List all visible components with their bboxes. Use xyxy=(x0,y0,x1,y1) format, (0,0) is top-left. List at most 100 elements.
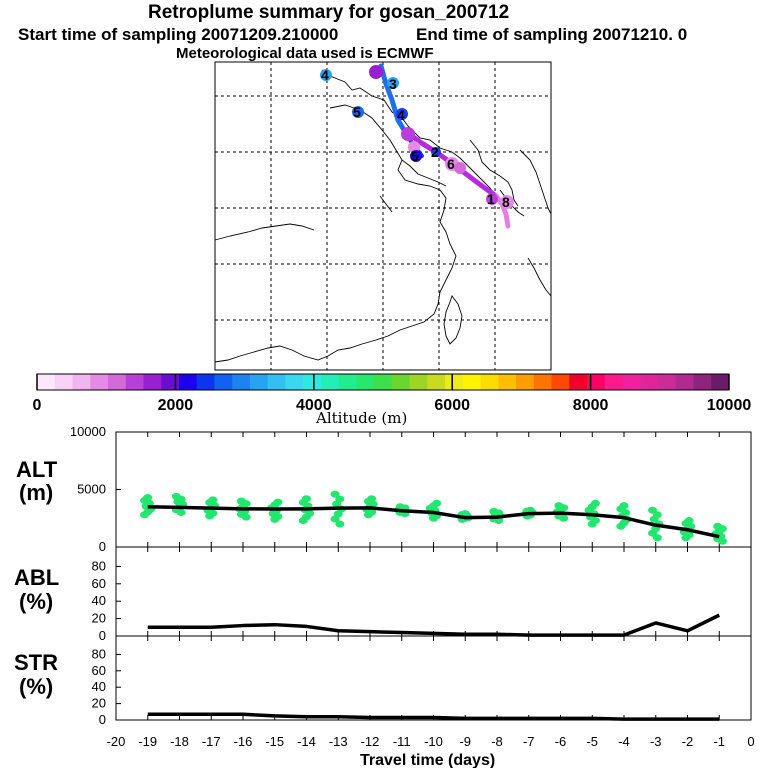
colorbar-cell xyxy=(267,374,286,390)
alt-scatter-point xyxy=(590,499,600,507)
colorbar-label: Altitude (m) xyxy=(315,409,407,427)
x-tick-label: -11 xyxy=(393,734,411,749)
abl-panel-unit: (%) xyxy=(19,589,53,614)
colorbar-cell xyxy=(587,374,606,390)
x-tick-label: -7 xyxy=(523,734,535,749)
colorbar-cell xyxy=(374,374,393,390)
colorbar-cell xyxy=(498,374,517,390)
y-tick-label: 60 xyxy=(92,576,106,591)
alt-scatter-point xyxy=(273,498,283,506)
marker-label: 2 xyxy=(431,144,439,160)
colorbar-cell xyxy=(214,374,233,390)
time-series-panels: -20 -19 -18 -17 -16 -15 -14 -13 -12 -11 -10 -9 -8 -7-… xyxy=(70,424,755,749)
marker-label: 8 xyxy=(502,194,510,210)
map-gridlines xyxy=(215,62,551,370)
marker-point xyxy=(387,77,399,89)
colorbar-cell xyxy=(37,374,56,390)
marker-point xyxy=(369,65,383,79)
chart-title: Retroplume summary for gosan_200712 xyxy=(148,2,510,23)
marker-label: 1 xyxy=(487,191,495,207)
colorbar-cell xyxy=(445,374,464,390)
colorbar-tick-label: 4000 xyxy=(296,397,332,414)
marker-point xyxy=(410,150,422,162)
x-tick-label: -18 xyxy=(170,734,189,749)
colorbar-cell xyxy=(427,374,446,390)
marker-label: 5 xyxy=(411,148,419,164)
x-tick-label: -19 xyxy=(138,734,157,749)
marker-label: 5 xyxy=(353,104,361,120)
marker-point xyxy=(431,147,441,157)
y-tick-label: 10000 xyxy=(70,424,106,439)
marker-point xyxy=(352,106,364,118)
alt-scatter-point xyxy=(335,495,345,503)
x-tick-label: -4 xyxy=(618,734,630,749)
colorbar-cell xyxy=(143,374,162,390)
x-tick-label: -12 xyxy=(361,734,380,749)
marker-point xyxy=(408,141,420,153)
met-data-text: Meteorological data used is ECMWF xyxy=(176,45,434,62)
marker-point xyxy=(454,162,466,174)
alt-scatter-point xyxy=(619,502,629,510)
colorbar-cell xyxy=(125,374,144,390)
marker-point xyxy=(401,127,415,141)
marker-label: 4 xyxy=(397,107,405,123)
alt-panel-unit: (m) xyxy=(19,480,53,505)
colorbar-cell xyxy=(693,374,712,390)
str-panel-label: STR xyxy=(14,650,58,675)
x-tick-label: -2 xyxy=(682,734,694,749)
marker-point xyxy=(500,195,514,209)
trajectory-segment-blue xyxy=(378,63,407,133)
str-panel-unit: (%) xyxy=(19,674,53,699)
y-tick-label: 5000 xyxy=(77,482,106,497)
colorbar-tick-label: 8000 xyxy=(573,397,609,414)
marker-point xyxy=(396,108,408,120)
alt-scatter-point xyxy=(554,502,564,510)
x-axis-title: Travel time (days) xyxy=(360,752,495,768)
marker-point xyxy=(486,193,498,205)
abl-panel-label: ABL xyxy=(14,565,59,590)
x-tick-label: -10 xyxy=(424,734,443,749)
y-tick-label: 80 xyxy=(92,558,106,573)
y-tick-label: 40 xyxy=(92,679,106,694)
series-line xyxy=(147,712,720,721)
trajectory-map: 4 5 3 4 5 2 6 1 8 xyxy=(214,61,552,371)
colorbar-cell xyxy=(249,374,269,390)
colorbar-cell xyxy=(232,374,251,390)
alt-scatter-point xyxy=(208,496,218,504)
alt-panel-label: ALT xyxy=(16,457,58,482)
colorbar-cell xyxy=(480,374,499,390)
alt-scatter-point xyxy=(489,507,499,515)
colorbar-cell xyxy=(285,374,304,390)
alt-scatter-point xyxy=(684,517,694,525)
marker-label: 3 xyxy=(389,76,397,92)
y-tick-label: 0 xyxy=(99,712,106,727)
colorbar-tick-label: 0 xyxy=(33,397,42,414)
x-tick-label: -1 xyxy=(713,734,725,749)
colorbar-cell xyxy=(462,374,482,390)
alt-scatter-point xyxy=(330,490,340,498)
y-tick-label: 60 xyxy=(92,663,106,678)
marker-label: 6 xyxy=(447,156,455,172)
colorbar-cell xyxy=(640,374,659,390)
x-tick-label: -15 xyxy=(265,734,284,749)
alt-scatter-point xyxy=(143,494,153,502)
alt-scatter-point xyxy=(367,495,377,503)
colorbar-cell xyxy=(409,374,428,390)
altitude-colorbar: 0 2000 4000 6000 8000 10000 xyxy=(33,373,752,414)
alt-scatter-point xyxy=(713,522,723,530)
x-tick-label: -9 xyxy=(459,734,471,749)
x-tick-label: -6 xyxy=(555,734,567,749)
colorbar-cell xyxy=(161,374,180,390)
end-time-text: End time of sampling 20071210. 0 xyxy=(416,25,688,44)
alt-scatter-point xyxy=(432,499,442,507)
x-tick-label: -17 xyxy=(202,734,221,749)
colorbar-cell xyxy=(551,374,570,390)
panels-frame xyxy=(115,431,752,721)
series-line xyxy=(147,505,720,539)
x-tick-label: -20 xyxy=(107,734,126,749)
colorbar-tick-label: 10000 xyxy=(707,397,752,414)
colorbar-cell xyxy=(604,374,624,390)
colorbar-cell xyxy=(675,374,695,390)
y-tick-label: 40 xyxy=(92,593,106,608)
